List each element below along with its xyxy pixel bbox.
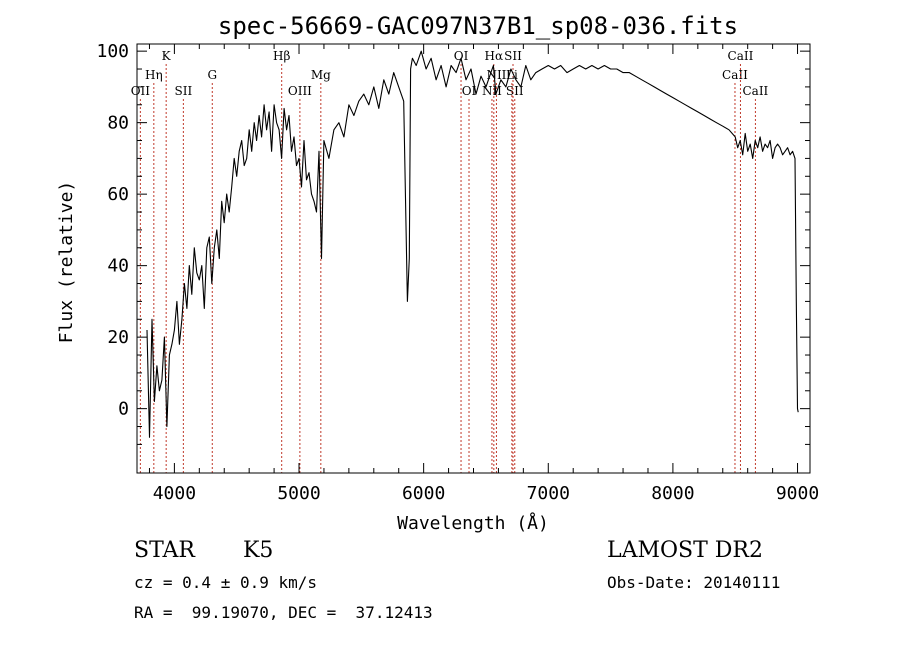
chart-title: spec-56669-GAC097N37B1_sp08-036.fits [218,12,738,40]
spectral-line-label: OII [131,84,151,98]
object-subclass: K5 [243,538,274,563]
plot-frame [136,43,811,474]
x-tick-label: 5000 [277,483,320,504]
ra-dec-coordinates: RA = 99.19070, DEC = 37.12413 [134,603,433,622]
spectral-line-label: Hβ [273,49,290,63]
spectral-line-label: SII [504,49,522,63]
spectral-line-label: CaII [728,49,754,63]
spectral-line-label: Mg [311,68,331,82]
y-axis-label: Flux (relative) [56,181,77,344]
y-tick-label: 40 [107,256,129,277]
spectral-line-label: Li [506,68,518,82]
spectral-line-label: OIII [288,84,312,98]
y-tick-label: 80 [107,113,129,134]
y-axis: 0 20 40 60 80 100 [96,41,810,445]
x-axis-label: Wavelength (Å) [397,512,549,534]
spectral-line-label: SII [175,84,193,98]
spectral-line-label: NII [482,84,502,98]
x-tick-label: 6000 [402,483,445,504]
x-tick-label: 9000 [776,483,819,504]
redshift-cz: cz = 0.4 ± 0.9 km/s [134,573,318,592]
spectrum-line [146,50,799,438]
observation-date: Obs-Date: 20140111 [607,573,781,592]
y-tick-label: 0 [118,399,129,420]
y-tick-label: 20 [107,327,129,348]
spectral-line-label: K [162,49,172,63]
spectral-line-label: G [207,68,217,82]
x-axis: 4000 5000 6000 7000 8000 9000 [148,44,819,504]
spectral-line-label: SII [506,84,524,98]
spectral-line-label: OI [462,84,477,98]
y-tick-label: 100 [96,41,129,62]
y-tick-label: 60 [107,184,129,205]
spectral-line-label: NII [486,68,506,82]
spectral-line-label: OI [454,49,469,63]
x-tick-label: 4000 [153,483,196,504]
spectral-line-label: Hα [485,49,504,63]
x-tick-label: 8000 [651,483,694,504]
spectral-line-label: CaII [742,84,768,98]
survey-name: LAMOST DR2 [607,538,763,563]
spectral-line-label: Hη [145,68,163,82]
object-class: STAR [134,538,195,563]
spectral-line-label: CaII [722,68,748,82]
x-tick-label: 7000 [527,483,570,504]
